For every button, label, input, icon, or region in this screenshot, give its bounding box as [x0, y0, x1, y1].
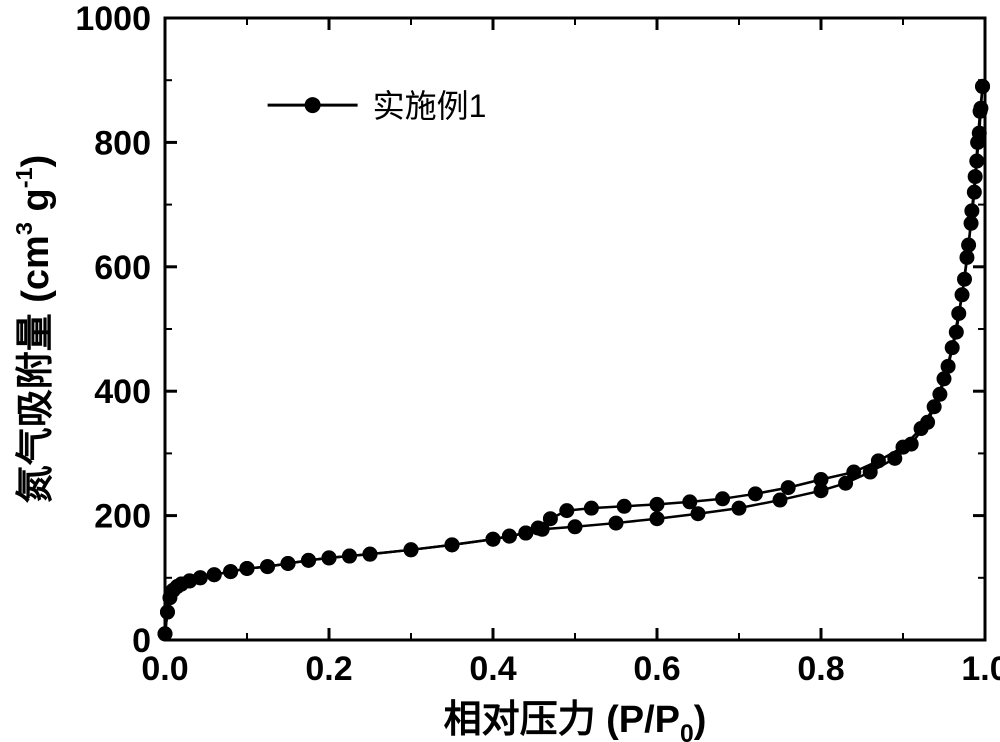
series-marker-desorption [519, 526, 533, 540]
series-marker-desorption [166, 583, 180, 597]
y-tick-label: 200 [94, 498, 151, 536]
series-marker-desorption [240, 561, 254, 575]
series-marker-desorption [584, 501, 598, 515]
series-marker-desorption [896, 440, 910, 454]
y-tick-label: 0 [132, 622, 151, 660]
legend-marker [305, 97, 321, 113]
legend-label: 实施例1 [373, 88, 487, 124]
series-marker-desorption [971, 135, 985, 149]
series-marker-desorption [445, 538, 459, 552]
chart-container: 0.00.20.40.60.81.002004006008001000相对压力 … [0, 0, 1000, 742]
series-marker-desorption [224, 565, 238, 579]
y-tick-label: 1000 [75, 0, 151, 38]
x-tick-label: 0.2 [305, 650, 352, 688]
x-tick-label: 1.0 [961, 650, 1000, 688]
series-marker-desorption [160, 605, 174, 619]
series-marker-desorption [962, 238, 976, 252]
series-marker-desorption [281, 556, 295, 570]
series-marker-adsorption [773, 493, 787, 507]
series-marker-desorption [976, 79, 990, 93]
series-marker-desorption [968, 170, 982, 184]
series-marker-adsorption [568, 520, 582, 534]
y-axis-label: 氮气吸附量 (cm3 g-1) [11, 155, 57, 504]
series-marker-desorption [927, 400, 941, 414]
series-marker-adsorption [609, 516, 623, 530]
x-tick-label: 0.6 [633, 650, 680, 688]
series-marker-desorption [945, 341, 959, 355]
series-marker-desorption [958, 272, 972, 286]
series-marker-desorption [543, 512, 557, 526]
series-marker-desorption [973, 104, 987, 118]
series-marker-desorption [343, 549, 357, 563]
series-marker-desorption [683, 495, 697, 509]
y-tick-label: 400 [94, 373, 151, 411]
series-marker-desorption [207, 568, 221, 582]
series-marker-desorption [502, 529, 516, 543]
y-tick-label: 600 [94, 249, 151, 287]
series-marker-desorption [871, 454, 885, 468]
series-marker-desorption [158, 627, 172, 641]
series-marker-desorption [965, 204, 979, 218]
series-marker-desorption [322, 551, 336, 565]
series-marker-desorption [302, 553, 316, 567]
series-marker-desorption [914, 422, 928, 436]
series-marker-desorption [781, 481, 795, 495]
series-marker-desorption [847, 465, 861, 479]
series-marker-desorption [560, 504, 574, 518]
series-marker-desorption [650, 497, 664, 511]
series-marker-desorption [814, 473, 828, 487]
x-tick-label: 0.8 [797, 650, 844, 688]
series-marker-desorption [952, 306, 966, 320]
x-axis-label: 相对压力 (P/P0) [444, 699, 707, 742]
series-marker-adsorption [650, 512, 664, 526]
x-tick-label: 0.4 [469, 650, 516, 688]
series-marker-desorption [937, 372, 951, 386]
y-tick-label: 800 [94, 124, 151, 162]
series-marker-desorption [617, 499, 631, 513]
series-marker-desorption [716, 492, 730, 506]
isotherm-chart: 0.00.20.40.60.81.002004006008001000相对压力 … [0, 0, 1000, 742]
series-marker-desorption [404, 543, 418, 557]
series-marker-desorption [363, 547, 377, 561]
series-marker-adsorption [691, 507, 705, 521]
series-marker-adsorption [732, 501, 746, 515]
series-marker-desorption [261, 560, 275, 574]
series-marker-desorption [486, 532, 500, 546]
series-marker-desorption [748, 487, 762, 501]
